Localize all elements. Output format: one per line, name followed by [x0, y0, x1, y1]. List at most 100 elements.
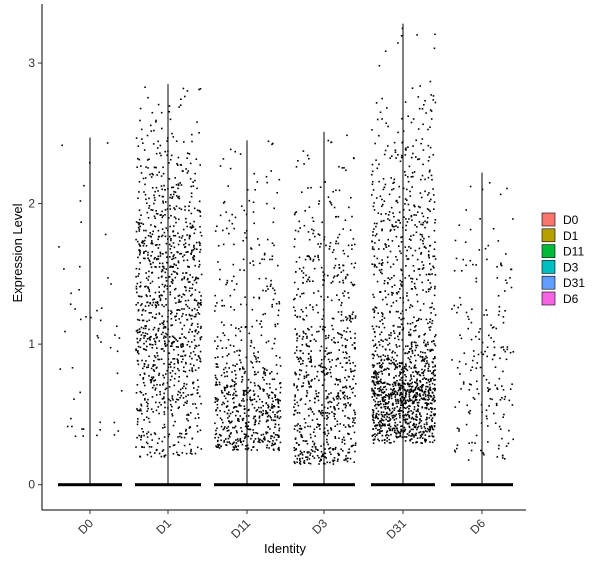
data-point — [416, 211, 419, 213]
data-point — [403, 414, 406, 417]
data-point — [143, 252, 145, 254]
data-point — [136, 240, 139, 243]
data-point — [380, 378, 382, 381]
data-point — [374, 306, 377, 308]
data-point — [189, 452, 192, 454]
data-point — [388, 401, 390, 403]
data-point — [170, 265, 172, 268]
data-point — [422, 223, 424, 226]
data-point — [402, 301, 405, 304]
data-point — [301, 452, 303, 454]
data-point — [161, 262, 164, 265]
data-point — [371, 414, 374, 417]
data-point — [470, 369, 472, 372]
data-point — [331, 359, 333, 361]
data-point — [318, 463, 320, 465]
data-point — [379, 386, 382, 388]
data-point — [244, 326, 247, 329]
data-point — [307, 408, 310, 410]
data-point — [374, 393, 377, 395]
data-point — [398, 387, 401, 389]
data-point — [169, 118, 172, 121]
data-point — [392, 417, 394, 419]
data-point — [230, 385, 233, 387]
data-point — [311, 334, 313, 336]
data-point — [387, 358, 389, 361]
data-point — [194, 179, 196, 182]
data-point — [232, 380, 234, 383]
data-point — [297, 358, 299, 360]
data-point — [144, 236, 147, 239]
data-point — [380, 425, 383, 427]
data-point — [153, 196, 156, 199]
data-point — [411, 341, 413, 344]
data-point — [164, 343, 166, 345]
data-point — [422, 123, 424, 126]
data-point — [400, 283, 402, 286]
data-point — [327, 337, 329, 339]
data-point — [397, 335, 399, 338]
data-point — [426, 217, 429, 219]
data-point — [194, 417, 197, 420]
data-point — [168, 433, 171, 436]
data-point — [350, 196, 352, 199]
data-point — [336, 404, 339, 406]
data-point — [511, 404, 514, 406]
data-point — [153, 194, 155, 197]
data-point — [155, 394, 158, 396]
data-point — [295, 261, 298, 263]
data-point — [244, 408, 246, 410]
data-point — [306, 154, 309, 157]
data-point — [164, 426, 166, 428]
data-point — [312, 308, 314, 311]
data-point — [159, 391, 161, 393]
data-point — [397, 310, 399, 313]
data-point — [335, 396, 338, 398]
data-point — [168, 363, 170, 366]
data-point — [405, 265, 407, 267]
data-point — [481, 411, 483, 413]
data-point — [175, 315, 177, 317]
data-point — [215, 383, 217, 385]
data-point — [479, 366, 482, 369]
data-point — [177, 295, 180, 297]
data-point — [261, 413, 264, 416]
data-point — [394, 390, 397, 393]
data-point — [166, 261, 168, 264]
data-point — [142, 348, 145, 350]
data-point — [429, 282, 432, 284]
data-point — [411, 385, 414, 388]
data-point — [345, 276, 347, 278]
data-point — [219, 214, 222, 217]
data-point — [139, 250, 141, 252]
data-point — [148, 270, 150, 273]
data-point — [384, 290, 386, 292]
data-point — [373, 372, 375, 375]
data-point — [475, 434, 478, 437]
data-point — [188, 443, 191, 446]
data-point — [164, 214, 166, 216]
data-point — [372, 189, 375, 191]
data-point — [392, 350, 394, 353]
data-point — [416, 416, 418, 418]
data-point — [156, 347, 158, 349]
data-point — [377, 404, 380, 407]
data-point — [279, 386, 282, 389]
data-point — [168, 340, 170, 343]
data-point — [397, 402, 400, 404]
data-point — [170, 361, 172, 364]
data-point — [512, 218, 514, 220]
data-point — [372, 418, 374, 421]
data-point — [222, 332, 224, 334]
data-point — [406, 423, 409, 425]
data-point — [420, 252, 423, 254]
data-point — [294, 352, 296, 354]
data-point — [383, 219, 385, 222]
data-point — [325, 347, 328, 349]
data-point — [384, 405, 387, 408]
data-point — [303, 319, 305, 321]
data-point — [249, 381, 252, 384]
data-point — [430, 378, 432, 380]
data-point — [432, 428, 435, 431]
data-point — [302, 272, 305, 274]
